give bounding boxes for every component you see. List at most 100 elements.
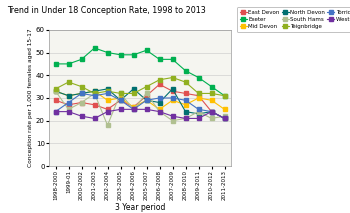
West Devon [183,117,188,120]
Torridge [170,97,175,99]
Exeter [222,94,226,97]
East Devon [105,108,110,111]
Mid Devon [118,97,122,99]
South Hams [79,101,84,104]
Exeter [118,53,122,56]
West Devon [118,108,122,111]
Teignbridge [92,92,97,95]
West Devon [170,115,175,117]
Mid Devon [222,108,226,111]
Exeter [196,76,201,79]
Mid Devon [54,90,58,92]
North Devon [54,90,58,92]
South Hams [54,90,58,92]
Exeter [92,47,97,49]
East Devon [118,99,122,102]
South Hams [170,119,175,122]
Teignbridge [79,85,84,88]
West Devon [66,110,71,113]
East Devon [92,104,97,106]
Line: Teignbridge: Teignbridge [54,76,226,97]
Mid Devon [158,108,162,111]
North Devon [158,101,162,104]
Y-axis label: Conception rate per 1,000 females aged 15-17: Conception rate per 1,000 females aged 1… [28,29,33,167]
North Devon [209,110,214,113]
Teignbridge [196,92,201,95]
Line: North Devon: North Devon [54,87,226,120]
Teignbridge [54,88,58,90]
North Devon [79,92,84,95]
Mid Devon [105,99,110,102]
Line: West Devon: West Devon [54,108,226,120]
West Devon [222,117,226,120]
West Devon [79,115,84,117]
East Devon [183,92,188,95]
Exeter [158,58,162,61]
East Devon [196,94,201,97]
Line: Torridge: Torridge [54,92,226,120]
Torridge [209,110,214,113]
North Devon [170,88,175,90]
Torridge [92,94,97,97]
Torridge [105,92,110,95]
Mid Devon [66,94,71,97]
Exeter [79,58,84,61]
South Hams [92,92,97,95]
Exeter [183,69,188,72]
West Devon [54,110,58,113]
South Hams [158,110,162,113]
East Devon [66,104,71,106]
Torridge [54,110,58,113]
West Devon [131,108,135,111]
North Devon [145,99,149,102]
South Hams [131,108,135,111]
Mid Devon [131,106,135,108]
North Devon [118,99,122,102]
South Hams [105,124,110,127]
East Devon [54,99,58,102]
Teignbridge [209,92,214,95]
Teignbridge [170,76,175,79]
Mid Devon [196,97,201,99]
South Hams [222,115,226,117]
Torridge [118,99,122,102]
Mid Devon [183,104,188,106]
Exeter [170,58,175,61]
North Devon [92,90,97,92]
East Devon [79,101,84,104]
North Devon [183,110,188,113]
South Hams [118,92,122,95]
South Hams [145,92,149,95]
Line: Exeter: Exeter [54,46,226,97]
South Hams [183,117,188,120]
Mid Devon [170,99,175,102]
Teignbridge [105,90,110,92]
Torridge [66,101,71,104]
Exeter [54,63,58,65]
North Devon [222,117,226,120]
Torridge [222,117,226,120]
West Devon [196,117,201,120]
South Hams [66,108,71,111]
Exeter [105,51,110,54]
West Devon [209,110,214,113]
Torridge [158,97,162,99]
Torridge [79,92,84,95]
West Devon [105,110,110,113]
East Devon [145,94,149,97]
Mid Devon [209,99,214,102]
Mid Devon [79,92,84,95]
Line: South Hams: South Hams [54,89,226,127]
Legend: East Devon, Exeter, Mid Devon, North Devon, South Hams, Teignbridge, Torridge, W: East Devon, Exeter, Mid Devon, North Dev… [237,7,350,32]
X-axis label: 3 Year period: 3 Year period [115,203,165,212]
Teignbridge [145,85,149,88]
North Devon [131,88,135,90]
South Hams [209,117,214,120]
Exeter [131,53,135,56]
East Devon [131,106,135,108]
Teignbridge [66,81,71,83]
Exeter [209,85,214,88]
Torridge [145,99,149,102]
East Devon [209,110,214,113]
North Devon [196,113,201,115]
